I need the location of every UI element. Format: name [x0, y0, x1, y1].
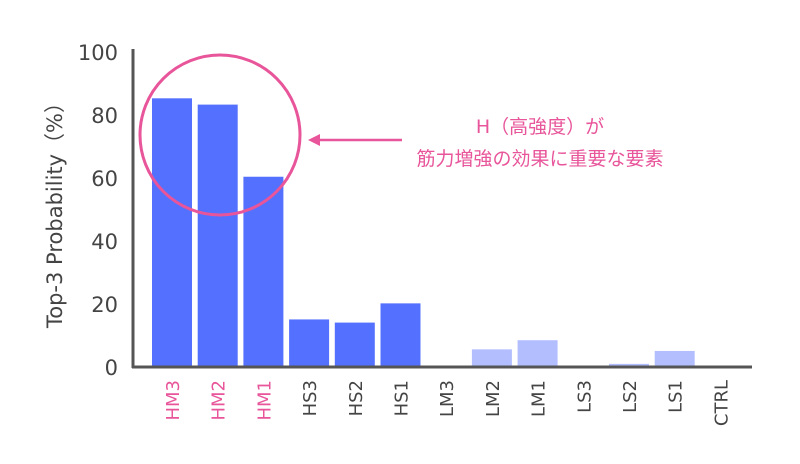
x-tick-label-lm1: LM1	[529, 380, 550, 417]
x-tick-label-hs2: HS2	[346, 380, 367, 416]
bar-hs1	[380, 303, 421, 367]
annotation-line-2: 筋力増強の効果に重要な要素	[416, 148, 663, 170]
arrow-head-icon	[308, 134, 320, 146]
bar-ls2	[609, 363, 649, 367]
x-tick-label-hm1: HM1	[254, 380, 275, 421]
bar-hm3	[152, 98, 192, 368]
y-axis-label: Top-3 Probability（%）	[43, 92, 67, 329]
bar-lm1	[517, 340, 558, 367]
x-tick-label-ls1: LS1	[666, 380, 687, 413]
x-tick-label-ls2: LS2	[620, 380, 641, 413]
y-tick-label-40: 40	[91, 230, 118, 254]
bar-ls1	[654, 350, 695, 367]
y-tick-label-0: 0	[105, 356, 118, 380]
x-tick-label-ctrl: CTRL	[711, 380, 732, 426]
x-tick-label-hm2: HM2	[209, 380, 230, 421]
bar-hm1	[243, 176, 284, 367]
bar-lm2	[471, 349, 512, 367]
annotation-line-1: H（高強度）が	[476, 116, 604, 138]
x-tick-label-ls3: LS3	[574, 380, 595, 413]
bar-hs2	[334, 322, 375, 367]
x-tick-label-hs1: HS1	[392, 380, 413, 416]
x-tick-label-hs3: HS3	[300, 380, 321, 416]
bar-hs3	[289, 319, 330, 367]
y-tick-label-100: 100	[78, 41, 118, 65]
bar-hm2	[197, 104, 238, 367]
x-tick-label-hm3: HM3	[163, 380, 184, 421]
y-tick-label-60: 60	[91, 167, 118, 191]
y-tick-label-80: 80	[91, 104, 118, 128]
highlight-circle	[138, 53, 302, 217]
y-tick-label-20: 20	[91, 293, 118, 317]
x-tick-label-lm3: LM3	[437, 380, 458, 417]
x-tick-label-lm2: LM2	[483, 380, 504, 417]
